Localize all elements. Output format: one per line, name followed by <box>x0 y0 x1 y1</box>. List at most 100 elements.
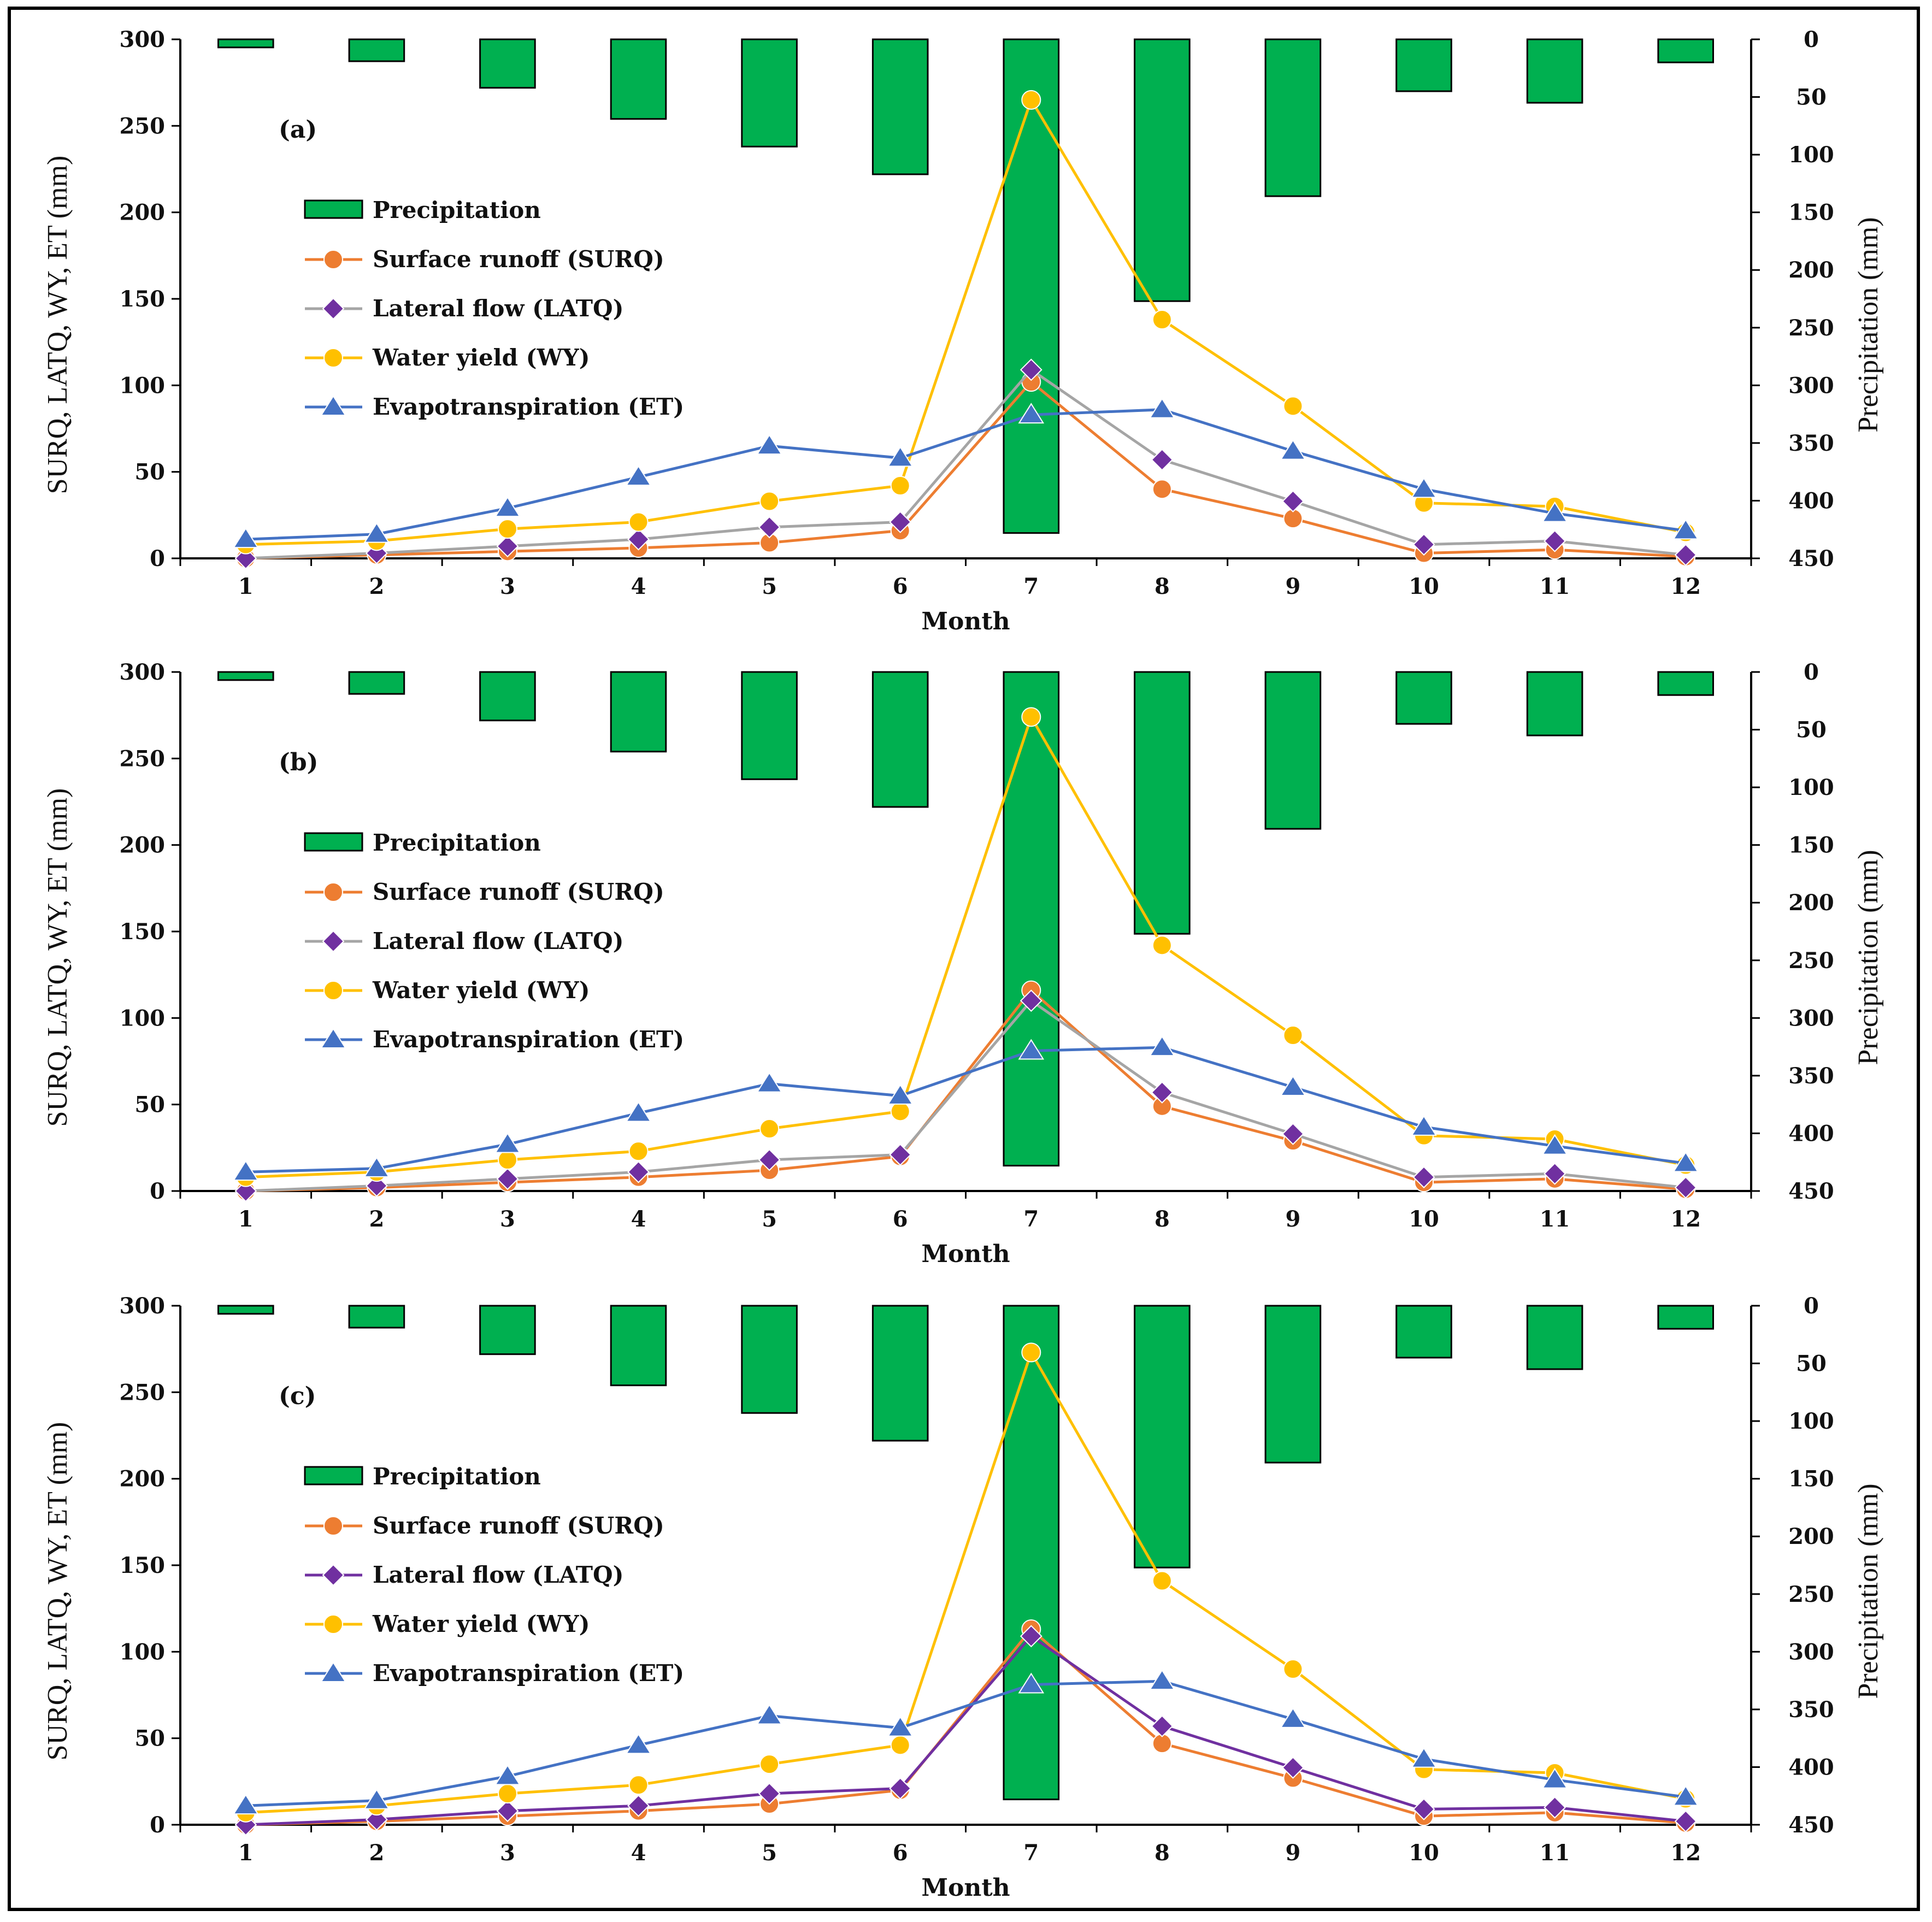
precipitation-bar <box>871 671 929 808</box>
data-point <box>889 511 912 533</box>
legend-label: Lateral flow (LATQ) <box>373 295 624 322</box>
data-point <box>628 1775 649 1795</box>
data-point <box>1280 1075 1306 1096</box>
data-point <box>1020 1625 1042 1648</box>
precipitation-bar <box>217 671 274 681</box>
data-point <box>1544 529 1566 552</box>
series-evapotranspiration-et <box>232 1035 1699 1181</box>
data-point <box>322 297 345 320</box>
right-tick-label: 300 <box>1788 1639 1834 1665</box>
data-point <box>496 1800 519 1823</box>
data-point <box>887 446 914 467</box>
precipitation-bar <box>1134 1305 1191 1569</box>
x-tick-label: 7 <box>1023 1840 1039 1866</box>
left-tick-label: 100 <box>120 1005 166 1031</box>
precipitation-bar <box>871 1305 929 1442</box>
series-evapotranspiration-et <box>232 1669 1699 1815</box>
data-point <box>1674 1810 1697 1833</box>
data-point <box>625 465 652 486</box>
data-point <box>1149 1669 1175 1690</box>
precipitation-bar <box>1395 1305 1452 1359</box>
data-point <box>1674 544 1697 567</box>
left-tick-label: 200 <box>120 200 166 226</box>
series-line <box>245 714 1686 1179</box>
data-point <box>323 882 343 902</box>
right-tick-label: 100 <box>1788 142 1834 168</box>
legend: Precipitation Surface runoff (SURQ) Latera… <box>304 197 684 420</box>
precipitation-bar <box>1264 671 1322 830</box>
precipitation-bar <box>1657 38 1714 63</box>
data-point <box>1151 449 1174 471</box>
data-point <box>234 547 257 570</box>
panel-label: (b) <box>279 748 318 776</box>
data-point <box>232 527 259 549</box>
data-point <box>758 516 781 539</box>
data-point <box>1544 1162 1566 1185</box>
data-point <box>1021 90 1041 110</box>
precipitation-bar <box>1134 38 1191 302</box>
precipitation-bar <box>479 671 536 722</box>
series-line <box>245 1046 1686 1174</box>
precipitation-bar <box>217 38 274 49</box>
precipitation-bar <box>1003 671 1060 1167</box>
x-tick-label: 6 <box>893 1840 908 1866</box>
right-tick-label: 150 <box>1788 1466 1834 1492</box>
x-tick-label: 4 <box>631 574 646 599</box>
data-point <box>1151 1081 1174 1104</box>
legend: Precipitation Surface runoff (SURQ) Latera… <box>304 829 684 1053</box>
right-tick-label: 200 <box>1788 1524 1834 1549</box>
data-point <box>756 1703 782 1725</box>
figure-frame <box>8 7 1920 1911</box>
right-tick-label: 450 <box>1788 546 1834 571</box>
legend-swatch-precipitation <box>304 199 363 219</box>
left-tick-label: 250 <box>120 113 166 139</box>
x-tick-label: 3 <box>500 1840 515 1866</box>
data-point <box>1541 1134 1568 1155</box>
data-point <box>890 1735 910 1755</box>
data-point <box>1282 1756 1304 1779</box>
series-surface-runoff-surq <box>235 1619 1696 1835</box>
x-tick-label: 8 <box>1155 1840 1170 1866</box>
data-point <box>1280 1707 1306 1728</box>
data-point <box>1149 1035 1175 1057</box>
data-point <box>1021 707 1041 727</box>
precipitation-bar <box>610 1305 667 1387</box>
data-point <box>497 519 517 539</box>
left-axis-title: SURQ, LATQ, WY, ET (mm) <box>42 1422 73 1761</box>
legend-label: Evapotranspiration (ET) <box>373 1660 684 1687</box>
x-tick-label: 10 <box>1409 574 1439 599</box>
precipitation-bar <box>741 671 798 780</box>
left-tick-label: 250 <box>120 1379 166 1405</box>
data-point <box>759 1754 780 1774</box>
legend-label: Water yield (WY) <box>372 344 590 371</box>
data-point <box>758 1782 781 1805</box>
precipitation-bar <box>1395 38 1452 92</box>
legend-label: Surface runoff (SURQ) <box>373 246 664 273</box>
series-lateral-flow-latq <box>234 358 1697 570</box>
data-point <box>323 1614 343 1634</box>
legend-label: Evapotranspiration (ET) <box>373 393 684 420</box>
right-axis-title: Precipitation (mm) <box>1853 217 1884 432</box>
left-tick-label: 0 <box>150 1178 165 1204</box>
left-tick-label: 300 <box>120 1293 166 1319</box>
right-tick-label: 250 <box>1788 1582 1834 1607</box>
right-tick-label: 250 <box>1788 315 1834 341</box>
x-tick-label: 9 <box>1286 1840 1301 1866</box>
precipitation-bar <box>217 1305 274 1315</box>
x-tick-label: 7 <box>1023 574 1039 599</box>
x-tick-label: 8 <box>1155 574 1170 599</box>
panel-label: (a) <box>279 116 317 144</box>
data-point <box>887 1715 914 1737</box>
data-point <box>890 476 910 496</box>
data-point <box>363 1156 390 1177</box>
series-line <box>245 988 1686 1193</box>
data-point <box>323 981 343 1000</box>
x-tick-label: 7 <box>1023 1206 1039 1232</box>
legend-label: Precipitation <box>373 1463 541 1490</box>
right-tick-label: 300 <box>1788 373 1834 398</box>
right-tick-label: 50 <box>1796 1351 1827 1377</box>
chart-panel-3: 0 50 100 150 200 250 300 0 50 100 150 200 250 300 350 4… <box>42 1293 1884 1902</box>
data-point <box>1152 1571 1172 1591</box>
right-tick-label: 100 <box>1788 775 1834 800</box>
x-tick-label: 2 <box>369 1840 384 1866</box>
